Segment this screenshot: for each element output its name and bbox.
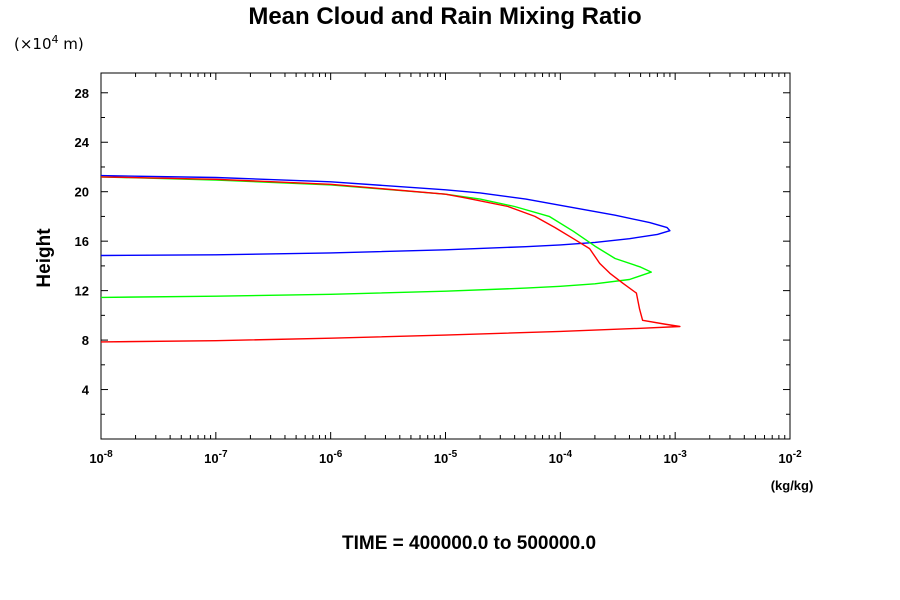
y-axis-scale-unit: m)	[59, 35, 84, 53]
major-ticks	[100, 73, 791, 439]
x-tick-label: 10-8	[89, 449, 113, 466]
x-axis-unit-label: (kg/kg)	[771, 478, 814, 493]
y-axis-scale-prefix: (×10	[14, 35, 52, 53]
x-tick-label-base: 10	[204, 451, 218, 466]
series-line-3	[100, 176, 681, 343]
x-tick-label-exponent: -6	[333, 449, 342, 460]
y-tick-label: 4	[82, 383, 90, 398]
x-tick-label-exponent: -5	[448, 449, 457, 460]
x-tick-label-base: 10	[663, 451, 677, 466]
y-tick-label: 28	[75, 86, 89, 101]
x-tick-label-base: 10	[778, 451, 792, 466]
x-tick-label-base: 10	[89, 451, 103, 466]
x-tick-label: 10-7	[204, 449, 228, 466]
series-line-1	[100, 174, 671, 257]
x-tick-label-exponent: -7	[219, 449, 228, 460]
minor-ticks	[101, 73, 790, 439]
time-range-label: TIME = 400000.0 to 500000.0	[342, 533, 596, 554]
x-tick-label-exponent: -8	[104, 449, 113, 460]
x-tick-label: 10-2	[778, 449, 802, 466]
y-tick-label: 8	[82, 333, 89, 348]
y-tick-labels: 4 8 12 16 20 24 28	[75, 86, 90, 398]
x-tick-label-base: 10	[319, 451, 333, 466]
x-tick-labels: 10-8 10-7 10-6 10-5 10-4 10-3 10-2	[89, 449, 802, 466]
x-tick-label: 10-6	[319, 449, 343, 466]
x-tick-label-exponent: -4	[563, 449, 572, 460]
y-tick-label: 16	[75, 234, 89, 249]
y-tick-label: 12	[75, 284, 89, 299]
y-axis-scale-label: (×104 m)	[14, 33, 84, 53]
x-tick-label-exponent: -2	[793, 449, 802, 460]
y-axis-scale-exponent: 4	[52, 33, 59, 46]
y-axis-label: Height	[34, 228, 55, 288]
x-tick-label-exponent: -3	[678, 449, 687, 460]
y-tick-label: 24	[75, 135, 90, 150]
x-tick-label: 10-4	[549, 449, 573, 466]
plot-frame	[100, 72, 791, 440]
plot-area	[100, 72, 791, 440]
series-line-2	[100, 176, 652, 299]
x-tick-label-base: 10	[434, 451, 448, 466]
chart-title: Mean Cloud and Rain Mixing Ratio	[248, 3, 641, 30]
x-tick-label: 10-3	[663, 449, 687, 466]
x-tick-label-base: 10	[549, 451, 563, 466]
y-tick-label: 20	[75, 185, 89, 200]
x-tick-label: 10-5	[434, 449, 458, 466]
series-lines	[100, 174, 681, 343]
